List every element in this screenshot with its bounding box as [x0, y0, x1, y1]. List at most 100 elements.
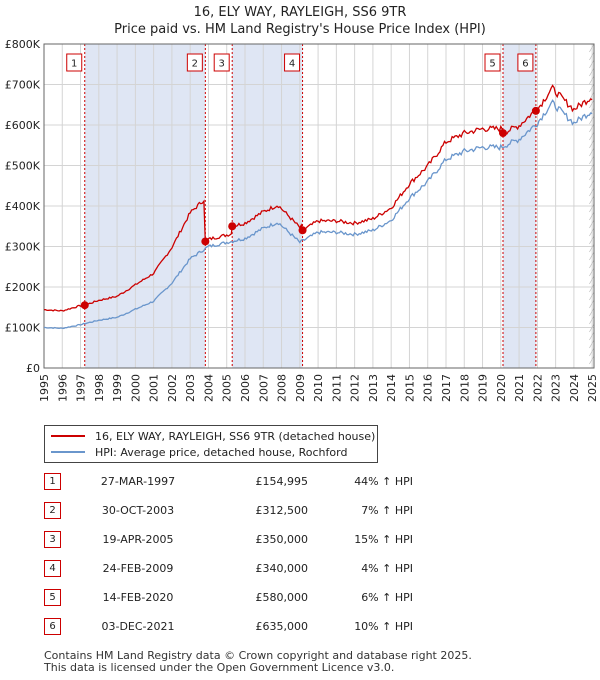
x-tick-label: 2000 [129, 374, 142, 402]
x-tick-label: 2022 [531, 374, 544, 402]
y-tick-label: £700K [5, 79, 41, 92]
sale-label-box [517, 53, 534, 72]
y-tick-label: £300K [5, 241, 41, 254]
forecast-hatch [589, 283, 595, 293]
sale-row: 5 14-FEB-2020 £580,000 6% ↑ HPI [44, 583, 413, 612]
sale-number: 6 [44, 618, 61, 635]
x-tick-label: 2012 [349, 374, 362, 402]
sale-row: 1 27-MAR-1997 £154,995 44% ↑ HPI [44, 467, 413, 496]
forecast-hatch [589, 155, 595, 165]
x-tick-label: 2016 [422, 374, 435, 402]
legend-swatch-property [51, 435, 85, 437]
sale-label-text: 5 [489, 59, 495, 70]
x-tick-label: 2006 [239, 374, 252, 402]
x-tick-label: 1998 [93, 374, 106, 402]
sale-label-box [66, 53, 83, 72]
x-tick-label: 2003 [184, 374, 197, 402]
sale-row: 6 03-DEC-2021 £635,000 10% ↑ HPI [44, 612, 413, 641]
sale-price: £340,000 [255, 562, 309, 575]
forecast-hatch [589, 179, 595, 189]
sale-price: £350,000 [255, 533, 309, 546]
x-tick-label: 2018 [458, 374, 471, 402]
y-tick-label: £600K [5, 119, 41, 132]
sale-label-box [284, 53, 301, 72]
x-tick-label: 2005 [221, 374, 234, 402]
title-line-2: Price paid vs. HM Land Registry's House … [114, 22, 486, 37]
forecast-hatch [589, 203, 595, 213]
sale-label: 4 [284, 53, 301, 72]
sale-number: 1 [44, 473, 61, 490]
forecast-hatch [589, 115, 595, 125]
forecast-hatch [589, 75, 595, 85]
forecast-hatch [589, 299, 595, 309]
x-tick-label: 2014 [385, 374, 398, 402]
sale-hpi-change: 7% ↑ HPI [361, 504, 413, 517]
sale-price: £154,995 [255, 475, 309, 488]
sale-hpi-change: 15% ↑ HPI [354, 533, 413, 546]
forecast-hatch [589, 227, 595, 237]
sale-point [201, 237, 210, 246]
forecast-hatch [589, 83, 595, 93]
chart-title: 16, ELY WAY, RAYLEIGH, SS6 9TR Price pai… [0, 4, 600, 38]
forecast-hatch [589, 67, 595, 77]
x-tick-label: 2004 [202, 374, 215, 402]
forecast-hatch [589, 347, 595, 357]
sale-label: 3 [213, 53, 230, 72]
forecast-hatch [589, 43, 595, 53]
sale-label-text: 3 [219, 59, 225, 70]
y-tick-label: £200K [5, 281, 41, 294]
sales-table: 1 27-MAR-1997 £154,995 44% ↑ HPI 2 30-OCT-200… [44, 467, 413, 641]
sale-point [531, 106, 540, 115]
property-series-line [44, 84, 593, 312]
legend-item-property: 16, ELY WAY, RAYLEIGH, SS6 9TR (detached… [51, 428, 375, 444]
sale-row: 3 19-APR-2005 £350,000 15% ↑ HPI [44, 525, 413, 554]
footer: Contains HM Land Registry data © Crown c… [44, 650, 472, 674]
forecast-hatch [589, 187, 595, 197]
forecast-hatch [589, 131, 595, 141]
forecast-hatch [589, 59, 595, 69]
sale-number: 2 [44, 502, 61, 519]
forecast-hatch [589, 275, 595, 285]
x-tick-label: 2011 [330, 374, 343, 402]
x-tick-label: 2002 [166, 374, 179, 402]
sale-hpi-change: 44% ↑ HPI [354, 475, 413, 488]
sale-label-text: 4 [289, 59, 295, 70]
sale-date: 30-OCT-2003 [101, 504, 175, 517]
legend-swatch-hpi [51, 451, 85, 453]
footer-line-1: Contains HM Land Registry data © Crown c… [44, 649, 472, 662]
forecast-hatch [589, 307, 595, 317]
x-tick-label: 2023 [550, 374, 563, 402]
sale-date: 03-DEC-2021 [101, 620, 175, 633]
forecast-hatch [589, 331, 595, 341]
x-tick-label: 2015 [403, 374, 416, 402]
sale-label-text: 2 [192, 59, 198, 70]
hpi-series-line [44, 99, 593, 330]
sale-point [298, 226, 307, 235]
sale-date: 24-FEB-2009 [102, 562, 174, 575]
sale-point [499, 129, 508, 138]
x-tick-label: 1996 [56, 374, 69, 402]
forecast-hatch [589, 259, 595, 269]
forecast-hatch [589, 147, 595, 157]
legend-label-property: 16, ELY WAY, RAYLEIGH, SS6 9TR (detached… [95, 429, 376, 443]
sale-number: 5 [44, 589, 61, 606]
sale-number: 4 [44, 560, 61, 577]
x-tick-label: 2008 [276, 374, 289, 402]
plot-frame [43, 43, 595, 369]
sale-hpi-change: 6% ↑ HPI [361, 591, 413, 604]
price-chart: £0 £100K £200K £300K £400K £500K £600K £700K £80… [5, 38, 599, 402]
x-tick-label: 2007 [257, 374, 270, 402]
forecast-hatch [589, 219, 595, 229]
sale-hpi-change: 4% ↑ HPI [361, 562, 413, 575]
sale-label: 2 [186, 53, 203, 72]
forecast-hatch [589, 123, 595, 133]
sale-point [80, 301, 89, 310]
x-tick-label: 2021 [513, 374, 526, 402]
forecast-hatch [589, 251, 595, 261]
forecast-hatch [589, 51, 595, 61]
sale-label-box [484, 53, 501, 72]
forecast-hatch [589, 339, 595, 349]
sale-price: £580,000 [255, 591, 309, 604]
y-tick-label: £500K [5, 160, 41, 173]
forecast-hatch [589, 139, 595, 149]
